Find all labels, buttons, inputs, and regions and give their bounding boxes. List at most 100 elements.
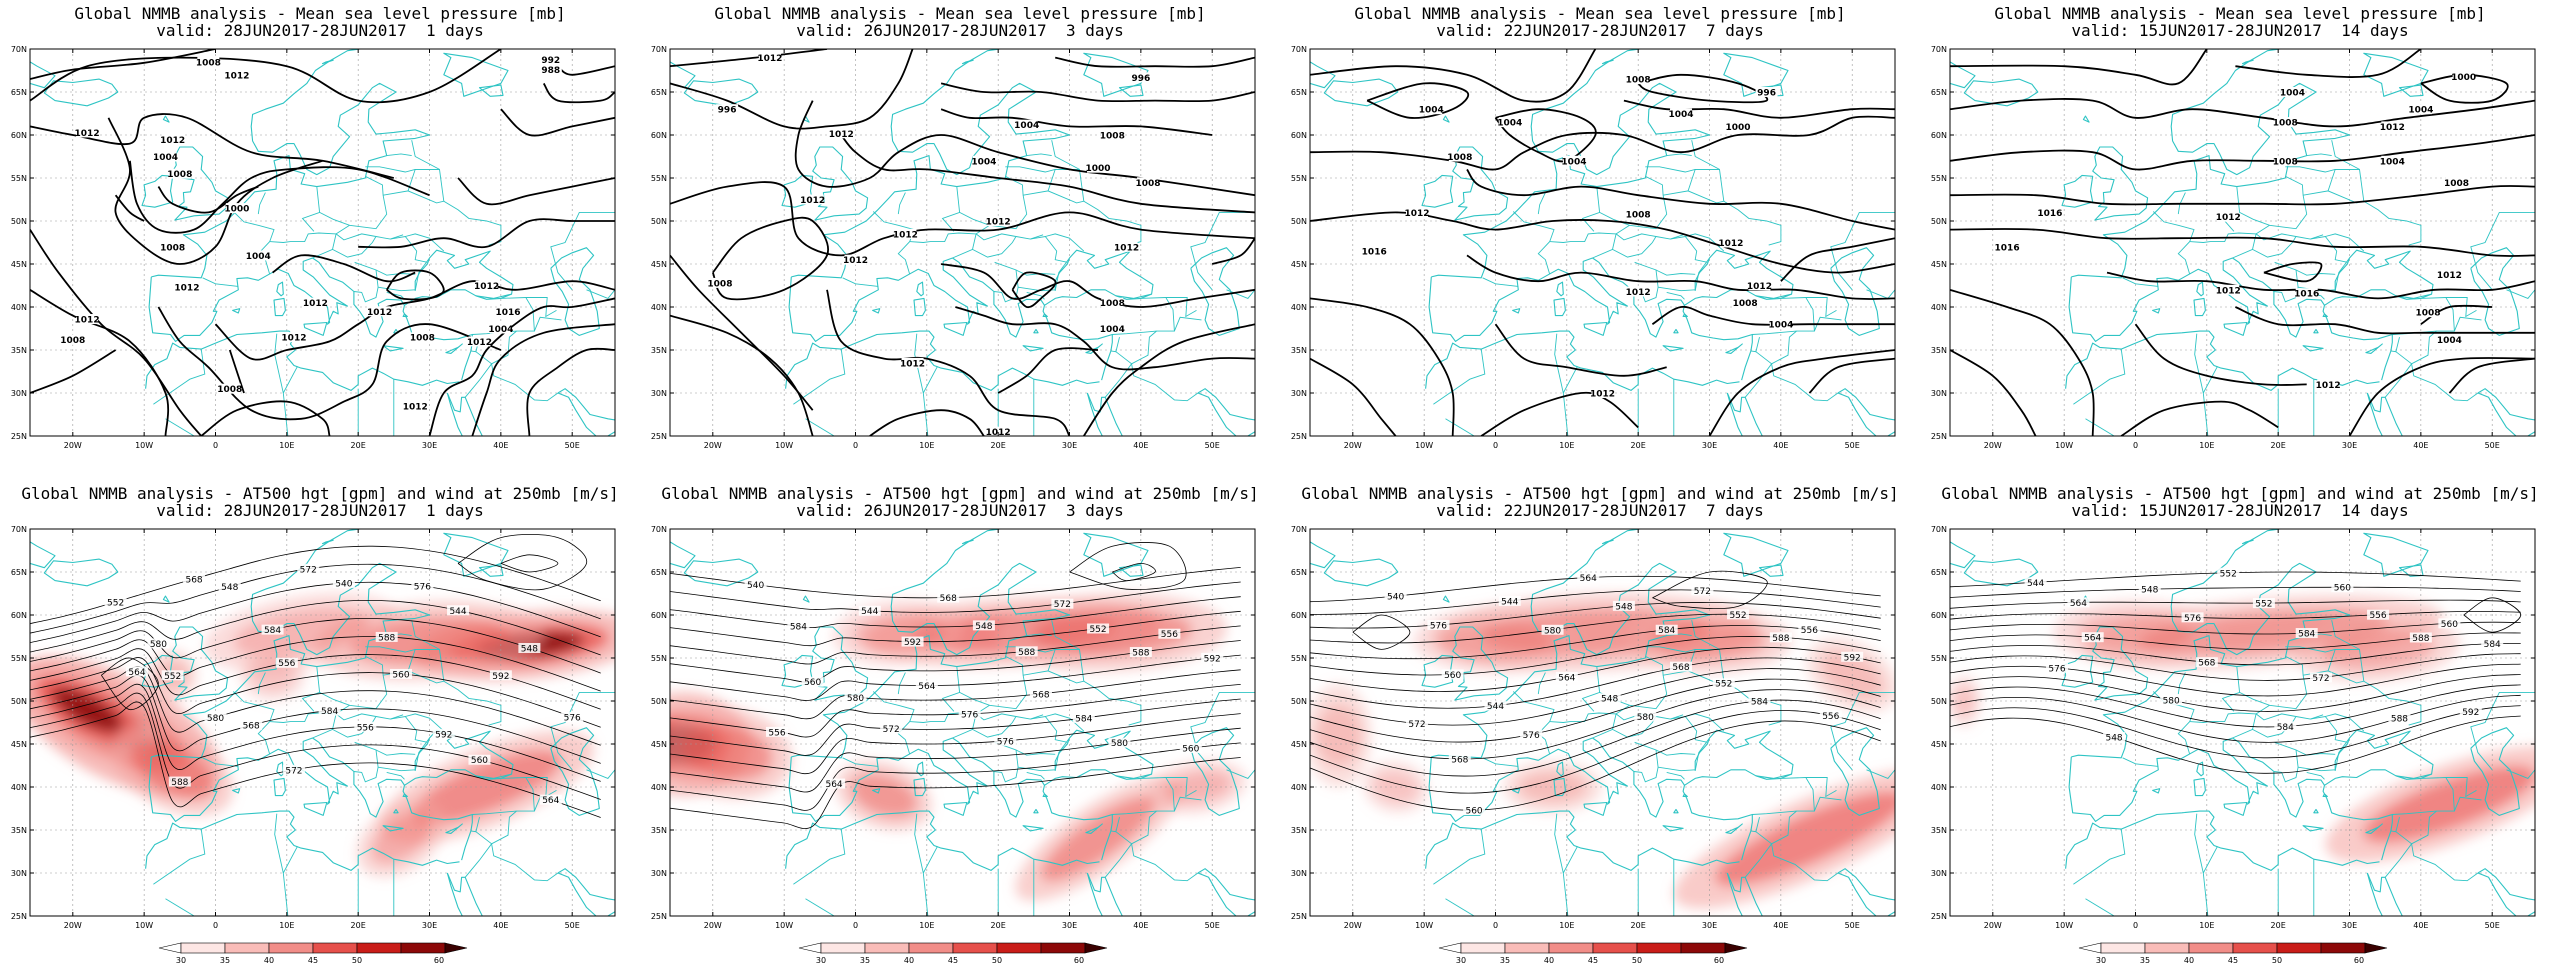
longitude-label: 20E [991, 441, 1006, 450]
contour-label: 1012 [160, 136, 185, 146]
contour-label: 1008 [1135, 179, 1160, 189]
latitude-label: 30N [1931, 869, 1947, 878]
latitude-label: 70N [651, 525, 667, 534]
map-panel-mslp-7: Global NMMB analysis - Mean sea level pr… [1280, 0, 1920, 480]
map-panel-at500-3: Global NMMB analysis - AT500 hgt [gpm] a… [640, 480, 1280, 965]
latitude-label: 65N [1291, 88, 1307, 97]
longitude-label: 20W [1344, 441, 1362, 450]
contour-label: 548 [221, 583, 238, 593]
coastlines [1950, 49, 2535, 436]
latitude-label: 60N [1931, 131, 1947, 140]
axis-labels: 70N 65N 60N 55N 50N 45N 40N 35N 30N 25N 20W 10W 0 10E… [1291, 45, 1895, 450]
contour-label: 1012 [2216, 286, 2241, 296]
contour-label: 584 [264, 626, 281, 636]
panel-valid-period: valid: 22JUN2017-28JUN2017 7 days [1436, 501, 1764, 520]
contour-label: 1012 [900, 359, 925, 369]
latitude-label: 45N [651, 740, 667, 749]
wind-colorbar: 30 35 40 45 50 60 [798, 942, 1129, 965]
longitude-label: 10W [2055, 921, 2073, 930]
contour-label: 1012 [843, 256, 868, 266]
contour-label: 1012 [1590, 390, 1615, 400]
contour-label: 584 [2298, 630, 2315, 640]
contour-label: 996 [1757, 89, 1776, 99]
colorbar-tick-label: 45 [1588, 956, 1598, 965]
latitude-label: 45N [1291, 740, 1307, 749]
contour-label: 544 [1487, 702, 1504, 712]
colorbar-tick-label: 30 [816, 956, 826, 965]
contour-label: 1004 [1100, 325, 1125, 335]
contour-labels: 1000 1004 1004 1008 1012 1008 1004 1008 1016 1012… [1995, 71, 2476, 391]
contour-label: 560 [471, 756, 488, 766]
latitude-label: 25N [11, 912, 27, 921]
wind-speed-shading [30, 592, 615, 878]
panel-title: Global NMMB analysis - Mean sea level pr… [1354, 4, 1846, 23]
isobars [1950, 49, 2535, 436]
colorbar-tick-label: 40 [2184, 956, 2194, 965]
contour-label: 568 [1672, 663, 1689, 673]
latitude-label: 35N [1291, 346, 1307, 355]
axis-labels: 70N 65N 60N 55N 50N 45N 40N 35N 30N 25N 20W 10W 0 10E… [1931, 45, 2535, 450]
latitude-label: 25N [651, 432, 667, 441]
contour-label: 576 [414, 582, 431, 592]
contour-label: 1008 [2273, 119, 2298, 129]
contour-label: 568 [1451, 756, 1468, 766]
map-canvas: 544 548 552 556 560 564 568 572 576 580 584 588 592 5… [1931, 525, 2536, 930]
contour-label: 580 [1637, 713, 1654, 723]
panel-valid-period: valid: 22JUN2017-28JUN2017 7 days [1436, 21, 1764, 40]
panel-title: Global NMMB analysis - AT500 hgt [gpm] a… [21, 484, 619, 503]
contour-label: 576 [2048, 664, 2065, 674]
contour-label: 1008 [196, 58, 221, 68]
contour-label: 556 [768, 728, 785, 738]
contour-label: 548 [1601, 695, 1618, 705]
axis-labels: 70N 65N 60N 55N 50N 45N 40N 35N 30N 25N 20W 10W 0 10E… [651, 525, 1255, 930]
colorbar-tick-label: 50 [992, 956, 1002, 965]
contour-label: 584 [1751, 697, 1768, 707]
contour-label: 556 [278, 659, 295, 669]
contour-label: 592 [2462, 708, 2479, 718]
contour-label: 1008 [707, 279, 732, 289]
contour-label: 592 [904, 638, 921, 648]
map-frame [1949, 48, 2536, 437]
contour-label: 548 [2105, 734, 2122, 744]
contour-label: 576 [2184, 614, 2201, 624]
latitude-label: 40N [11, 783, 27, 792]
panel-valid-period: valid: 26JUN2017-28JUN2017 3 days [796, 501, 1124, 520]
map-canvas: 540 544 548 552 556 560 564 568 572 576 580 584 556 5… [1291, 525, 1896, 930]
contour-label: 1012 [1718, 239, 1743, 249]
longitude-label: 20W [704, 441, 722, 450]
latitude-label: 40N [1931, 783, 1947, 792]
contour-label: 996 [718, 106, 737, 116]
longitude-label: 30E [1062, 921, 1077, 930]
latitude-label: 60N [651, 611, 667, 620]
latitude-label: 50N [1931, 217, 1947, 226]
contour-label: 572 [1694, 587, 1711, 597]
colorbar-tick-label: 30 [176, 956, 186, 965]
contour-label: 1012 [893, 230, 918, 240]
contour-label: 1004 [1419, 106, 1444, 116]
colorbar-tick-label: 45 [2228, 956, 2238, 965]
contour-label: 552 [2220, 569, 2237, 579]
contour-label: 1012 [800, 196, 825, 206]
contour-label: 1016 [2294, 290, 2319, 300]
contour-label: 1012 [1747, 282, 1772, 292]
map-canvas: 1000 1004 1004 1008 1012 1008 1004 1008 1016 1012… [1931, 45, 2536, 450]
longitude-label: 10E [279, 921, 294, 930]
contour-label: 540 [335, 580, 352, 590]
longitude-label: 40E [1773, 921, 1788, 930]
latitude-label: 30N [1931, 389, 1947, 398]
latitude-label: 30N [1291, 869, 1307, 878]
contour-label: 1008 [217, 385, 242, 395]
contour-label: 592 [492, 672, 509, 682]
latitude-label: 30N [651, 869, 667, 878]
contour-label: 560 [2441, 620, 2458, 630]
longitude-label: 40E [2413, 441, 2428, 450]
wind-speed-shading [670, 593, 1247, 901]
longitude-label: 10W [135, 921, 153, 930]
contour-label: 1012 [986, 218, 1011, 228]
contour-label: 572 [2312, 674, 2329, 684]
contour-label: 1012 [1626, 288, 1651, 298]
contour-label: 1012 [2437, 271, 2462, 281]
contour-label: 1012 [1114, 243, 1139, 253]
contour-label: 568 [185, 575, 202, 585]
latitude-label: 40N [651, 303, 667, 312]
